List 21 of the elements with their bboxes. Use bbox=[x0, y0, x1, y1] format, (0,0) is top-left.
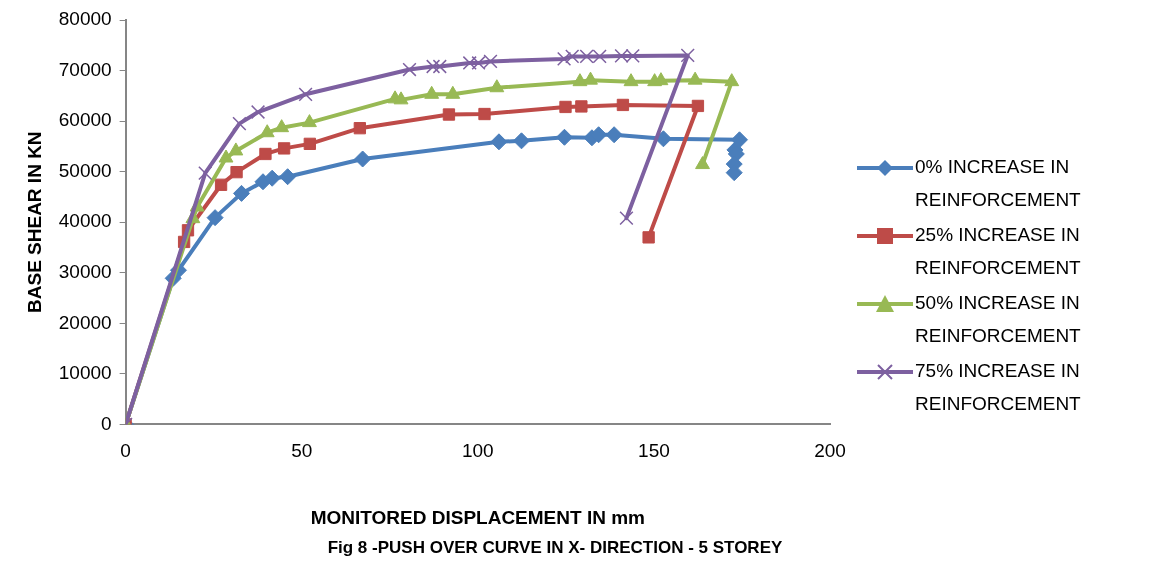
caption: Fig 8 -PUSH OVER CURVE IN X- DIRECTION - 5 STOREY bbox=[326, 538, 784, 558]
legend-label: 0% INCREASE IN REINFORCEMENT bbox=[915, 155, 1082, 212]
y-tick-label: 0 bbox=[101, 412, 112, 434]
legend-label: 50% INCREASE IN REINFORCEMENT bbox=[915, 291, 1082, 348]
y-tick-label: 10000 bbox=[58, 362, 112, 384]
x-tick-label: 200 bbox=[814, 440, 846, 462]
legend-label: 25% INCREASE IN REINFORCEMENT bbox=[915, 223, 1082, 280]
y-tick-label: 40000 bbox=[58, 210, 112, 232]
y-tick-label: 20000 bbox=[58, 311, 112, 333]
x-axis-title: MONITORED DISPLACEMENT IN mm bbox=[310, 506, 645, 528]
y-tick-label: 70000 bbox=[58, 58, 112, 80]
x-tick-label: 0 bbox=[120, 440, 131, 462]
x-tick-label: 100 bbox=[461, 440, 494, 462]
y-tick-label: 60000 bbox=[58, 109, 112, 131]
y-tick-label: 50000 bbox=[58, 159, 112, 181]
x-tick-label: 150 bbox=[638, 440, 670, 462]
x-tick-label: 50 bbox=[291, 440, 313, 462]
legend-label: 75% INCREASE IN REINFORCEMENT bbox=[915, 359, 1082, 416]
y-tick-label: 80000 bbox=[58, 8, 112, 30]
y-axis-title: BASE SHEAR IN KN bbox=[23, 131, 45, 313]
y-tick-label: 30000 bbox=[58, 260, 112, 282]
